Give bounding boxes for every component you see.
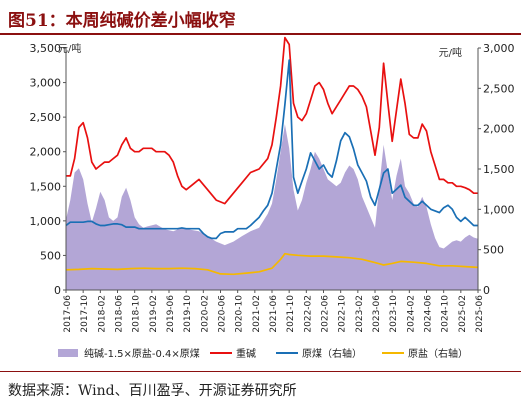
x-tick-label: 2021-10	[286, 295, 296, 333]
right-tick-label: 1,500	[483, 163, 515, 176]
series-line-1	[66, 36, 478, 205]
series-spread-area	[66, 124, 478, 290]
right-axis-unit: 元/吨	[439, 46, 462, 59]
left-axis-unit: 元/吨	[58, 42, 81, 55]
figure-title: 图51：本周纯碱价差小幅收窄	[8, 11, 236, 31]
axes: 0 500 1,000 1,500 2,000 2,500 3,000 3,500 0 500 1,…	[30, 42, 515, 333]
source-rule	[0, 371, 521, 372]
x-tick-label: 2020-06	[218, 295, 228, 333]
left-tick-label: 1,500	[30, 180, 62, 193]
x-tick-label: 2024-02	[406, 295, 416, 333]
x-tick-label: 2025-02	[458, 295, 468, 333]
x-tick-label: 2023-06	[372, 295, 382, 333]
x-tick-label: 2022-02	[303, 295, 313, 333]
x-tick-label: 2021-02	[252, 295, 262, 333]
legend-label: 纯碱-1.5×原盐-0.4×原煤	[84, 347, 200, 360]
right-tick-label: 500	[483, 244, 504, 257]
legend: 纯碱-1.5×原盐-0.4×原煤 重碱 原煤（右轴） 原盐（右轴）	[58, 347, 468, 360]
right-tick-label: 0	[483, 284, 490, 297]
x-tick-label: 2019-06	[166, 295, 176, 333]
legend-label: 原盐（右轴）	[408, 347, 468, 360]
right-tick-label: 2,000	[483, 123, 515, 136]
x-tick-label: 2024-10	[441, 295, 451, 333]
legend-swatch	[58, 349, 78, 357]
right-tick-label: 2,500	[483, 82, 515, 95]
spread-area	[66, 124, 478, 290]
x-tick-label: 2023-02	[355, 295, 365, 333]
x-tick-label: 2018-02	[97, 295, 107, 333]
x-tick-label: 2024-06	[424, 295, 434, 333]
x-tick-label: 2019-10	[183, 295, 193, 333]
x-tick-label: 2022-10	[338, 295, 348, 333]
legend-label: 原煤（右轴）	[302, 347, 362, 360]
x-tick-label: 2017-06	[63, 295, 73, 333]
left-tick-label: 1,000	[30, 215, 62, 228]
right-tick-label: 3,000	[483, 42, 515, 55]
legend-label: 重碱	[236, 347, 256, 360]
left-tick-label: 500	[40, 249, 61, 262]
chart: 0 500 1,000 1,500 2,000 2,500 3,000 3,500 0 500 1,…	[30, 36, 515, 360]
x-tick-label: 2023-10	[389, 295, 399, 333]
x-tick-label: 2017-10	[80, 295, 90, 333]
x-tick-label: 2021-06	[269, 295, 279, 333]
x-tick-label: 2019-02	[149, 295, 159, 333]
title-rule	[0, 33, 521, 35]
left-tick-label: 2,500	[30, 111, 62, 124]
right-tick-label: 1,000	[483, 203, 515, 216]
left-tick-label: 2,000	[30, 146, 62, 159]
left-tick-label: 3,500	[30, 42, 62, 55]
x-tick-label: 2022-06	[321, 295, 331, 333]
x-tick-label: 2018-06	[115, 295, 125, 333]
x-tick-label: 2020-10	[235, 295, 245, 333]
series-line-3	[65, 252, 479, 276]
x-tick-label: 2020-02	[200, 295, 210, 333]
x-tick-label: 2025-06	[475, 295, 485, 333]
series-lines	[65, 36, 479, 276]
left-tick-label: 0	[54, 284, 61, 297]
series-line-2	[65, 59, 478, 240]
x-tick-label: 2018-10	[132, 295, 142, 333]
source-note: 数据来源：Wind、百川盈孚、开源证券研究所	[8, 383, 297, 399]
left-tick-label: 3,000	[30, 77, 62, 90]
